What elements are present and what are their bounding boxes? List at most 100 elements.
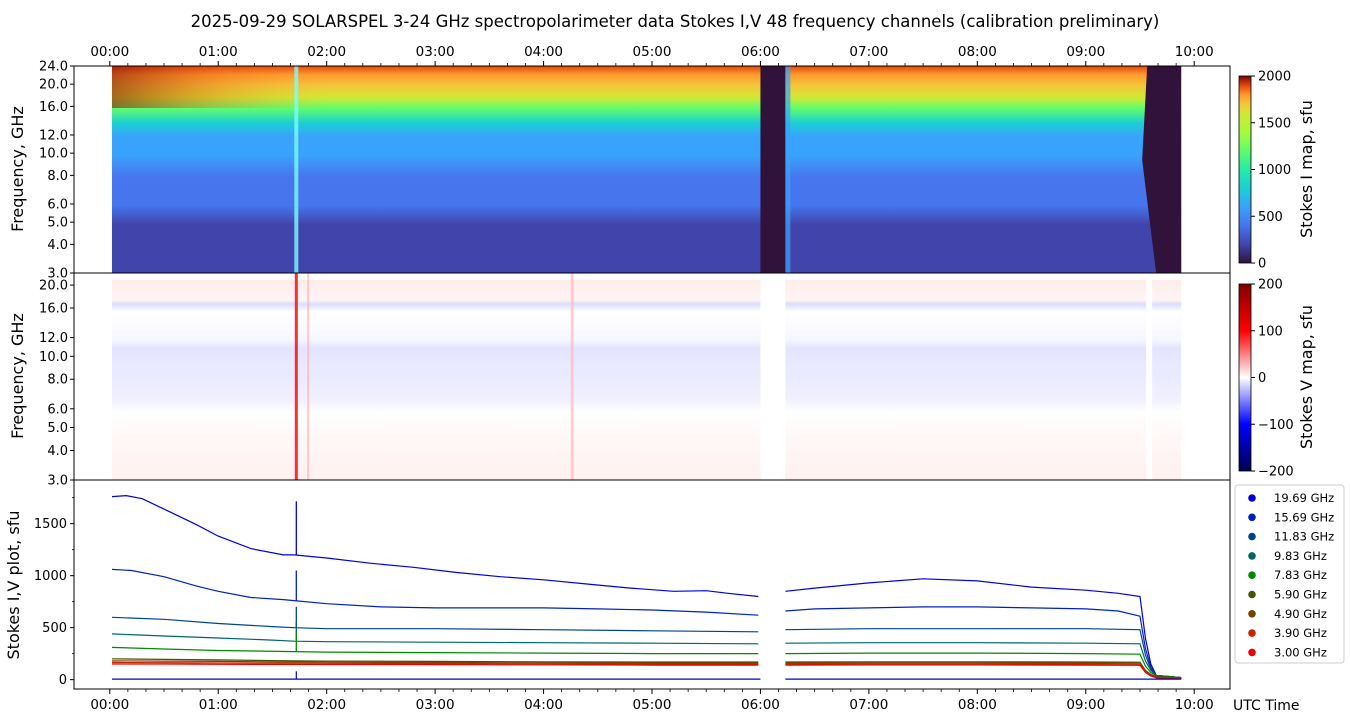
time-tick-label-top: 03:00 bbox=[416, 44, 455, 60]
line-series-1-post-gap bbox=[785, 606, 1182, 679]
time-tick-label-top: 09:00 bbox=[1066, 44, 1105, 60]
line-series-8-pre-gap bbox=[112, 663, 759, 666]
stokes-i-colorbar-ticks: 2000 1500 1000 500 0 bbox=[1251, 70, 1291, 272]
line-series-1-pre-gap bbox=[111, 568, 759, 616]
freq-tick-label: 8.0 bbox=[47, 169, 68, 184]
line-series-6-pre-gap bbox=[111, 660, 759, 664]
line-series-4-pre-gap bbox=[111, 646, 759, 655]
colorbar-tick-label: −100 bbox=[1258, 418, 1294, 433]
time-tick-label-bottom: 03:00 bbox=[416, 697, 455, 713]
legend-marker bbox=[1248, 590, 1256, 599]
time-tick-label-top: 07:00 bbox=[849, 44, 888, 60]
freq-tick-label: 12.0 bbox=[39, 331, 68, 346]
freq-tick-label: 3.0 bbox=[47, 267, 68, 282]
line-series-2-pre-gap bbox=[111, 616, 759, 633]
stokes-v-colorbar-gradient bbox=[1238, 283, 1252, 472]
stokes-v-colorbar: 200 100 0 −100 −200 Stokes V map, sfu bbox=[1238, 278, 1316, 480]
colorbar-tick-label: 200 bbox=[1258, 278, 1283, 293]
stokes-i-ylabel: Frequency, GHz bbox=[8, 106, 27, 232]
colorbar-tick-label: 0 bbox=[1258, 371, 1266, 386]
stokes-i-gap-2 bbox=[1142, 66, 1182, 273]
legend-marker bbox=[1248, 629, 1256, 637]
stokes-iv-plot-yticks: 1500 1000 500 0 bbox=[34, 497, 74, 688]
legend-marker bbox=[1248, 552, 1256, 560]
freq-tick-label: 5.0 bbox=[47, 216, 68, 231]
stokes-i-colorbar-label: Stokes I map, sfu bbox=[1297, 100, 1316, 238]
legend-label: 3.00 GHz bbox=[1274, 645, 1327, 659]
bottom-time-ticks: 00:00 01:00 02:00 03:00 04:00 05:00 06:00 07:00… bbox=[90, 689, 1214, 713]
colorbar-tick-label: 100 bbox=[1258, 324, 1283, 339]
legend-marker bbox=[1248, 494, 1256, 502]
time-tick-label-top: 00:00 bbox=[90, 44, 129, 60]
freq-tick-label: 16.0 bbox=[39, 100, 68, 115]
legend: 19.69 GHz 15.69 GHz 11.83 GHz 9.83 GHz 7.83 … bbox=[1234, 484, 1345, 664]
legend-label: 4.90 GHz bbox=[1274, 607, 1327, 621]
time-tick-label-top: 01:00 bbox=[199, 44, 238, 60]
time-tick-label-bottom: 01:00 bbox=[199, 697, 238, 713]
freq-tick-label: 4.0 bbox=[47, 444, 68, 459]
freq-tick-label: 3.0 bbox=[47, 474, 68, 489]
time-tick-label-bottom: 08:00 bbox=[958, 697, 997, 713]
time-tick-label-top: 02:00 bbox=[307, 44, 346, 60]
line-series-group bbox=[111, 494, 1182, 680]
freq-tick-label: 6.0 bbox=[47, 402, 68, 417]
plot-y-tick-label: 1500 bbox=[34, 517, 67, 532]
plot-y-tick-label: 500 bbox=[42, 621, 67, 636]
line-series-0-pre-gap bbox=[111, 494, 759, 598]
time-tick-label-bottom: 05:00 bbox=[633, 697, 672, 713]
stokes-i-gap-edge bbox=[785, 66, 791, 273]
freq-tick-label: 12.0 bbox=[39, 129, 68, 144]
time-tick-label-bottom: 04:00 bbox=[524, 697, 563, 713]
freq-tick-label: 10.0 bbox=[39, 350, 68, 365]
legend-label: 15.69 GHz bbox=[1274, 510, 1334, 524]
freq-tick-label: 16.0 bbox=[39, 302, 68, 317]
stokes-i-panel: 24.0 20.0 16.0 12.0 10.0 8.0 6.0 5.0 4.0 3.0 Freq… bbox=[8, 44, 1231, 282]
colorbar-tick-label: 500 bbox=[1258, 210, 1283, 225]
time-tick-label-bottom: 09:00 bbox=[1066, 697, 1105, 713]
stokes-i-colorbar-gradient bbox=[1238, 75, 1252, 264]
stokes-i-colorbar: 2000 1500 1000 500 0 Stokes I map, sfu bbox=[1238, 70, 1316, 272]
x-axis-label: UTC Time bbox=[1233, 698, 1299, 714]
legend-marker bbox=[1248, 532, 1256, 541]
legend-label: 3.90 GHz bbox=[1274, 626, 1327, 640]
figure-title: 2025-09-29 SOLARSPEL 3-24 GHz spectropol… bbox=[191, 12, 1160, 31]
time-tick-label-bottom: 00:00 bbox=[90, 697, 129, 713]
colorbar-tick-label: −200 bbox=[1258, 465, 1294, 480]
time-tick-label-bottom: 10:00 bbox=[1175, 697, 1214, 713]
freq-tick-label: 10.0 bbox=[39, 147, 68, 162]
legend-box bbox=[1234, 484, 1345, 664]
legend-label: 11.83 GHz bbox=[1274, 530, 1334, 544]
colorbar-tick-label: 0 bbox=[1258, 257, 1266, 272]
plot-y-tick-label: 1000 bbox=[34, 569, 67, 584]
line-series-4-post-gap bbox=[785, 652, 1182, 679]
time-tick-label-bottom: 07:00 bbox=[849, 697, 888, 713]
line-series-5-pre-gap bbox=[111, 658, 759, 663]
colorbar-tick-label: 1000 bbox=[1258, 163, 1291, 178]
freq-tick-label: 20.0 bbox=[39, 78, 68, 93]
legend-items: 19.69 GHz 15.69 GHz 11.83 GHz 9.83 GHz 7.83 … bbox=[1248, 491, 1334, 659]
legend-label: 9.83 GHz bbox=[1274, 549, 1327, 563]
line-series-7-post-gap bbox=[785, 663, 1182, 680]
line-series-3-post-gap bbox=[785, 642, 1182, 679]
line-series-8-post-gap bbox=[785, 664, 1182, 680]
stokes-i-early-enhancement bbox=[111, 66, 544, 108]
stokes-v-colorbar-ticks: 200 100 0 −100 −200 bbox=[1251, 278, 1294, 480]
colorbar-tick-label: 1500 bbox=[1258, 116, 1291, 131]
stokes-iv-plot-frame bbox=[73, 479, 1231, 690]
legend-label: 7.83 GHz bbox=[1274, 568, 1327, 582]
stokes-v-event-line bbox=[570, 273, 574, 480]
time-tick-label-bottom: 06:00 bbox=[741, 697, 780, 713]
time-tick-label-top: 08:00 bbox=[958, 44, 997, 60]
stokes-v-panel: 20.0 16.0 12.0 10.0 8.0 6.0 5.0 4.0 3.0 Frequenc… bbox=[8, 272, 1231, 489]
stokes-v-colorbar-label: Stokes V map, sfu bbox=[1297, 305, 1316, 449]
time-tick-label-top: 10:00 bbox=[1175, 44, 1214, 60]
stokes-v-ylabel: Frequency, GHz bbox=[8, 313, 27, 439]
time-tick-label-top: 05:00 bbox=[633, 44, 672, 60]
freq-tick-label: 4.0 bbox=[47, 238, 68, 253]
stokes-v-heatmap bbox=[111, 280, 1182, 480]
legend-label: 5.90 GHz bbox=[1274, 588, 1327, 602]
freq-tick-label: 20.0 bbox=[39, 279, 68, 294]
time-tick-label-top: 04:00 bbox=[524, 44, 563, 60]
